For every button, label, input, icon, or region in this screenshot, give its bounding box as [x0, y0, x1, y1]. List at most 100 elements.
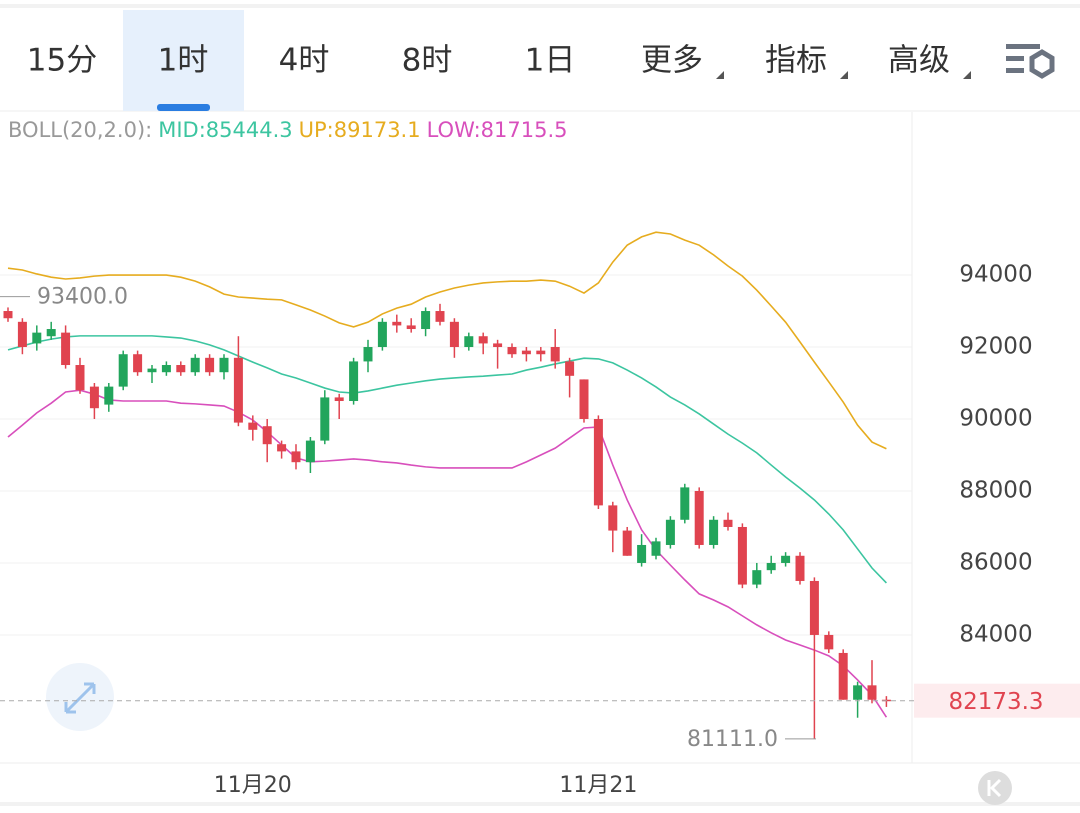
x-tick-label: 11月20	[214, 773, 292, 798]
candle-body	[133, 354, 143, 373]
candle-body	[406, 325, 416, 330]
candle-body	[377, 321, 387, 348]
dropdown-caret	[963, 71, 971, 79]
candle-body	[349, 361, 359, 402]
candle-body	[694, 490, 704, 545]
candle-body	[550, 347, 560, 362]
candle-body	[421, 311, 431, 330]
candle-body	[233, 357, 243, 423]
candle-body	[305, 440, 315, 463]
candle-body	[161, 365, 171, 373]
active-tab-bg	[123, 10, 244, 111]
candle-body	[46, 329, 56, 337]
y-tick-label: 92000	[959, 334, 1032, 360]
candle-body	[795, 555, 805, 581]
candle-body	[593, 419, 603, 506]
scroll-icon	[987, 778, 1002, 798]
candle-body	[651, 541, 661, 556]
candle-body	[176, 365, 186, 373]
candle-body	[464, 336, 474, 348]
scroll-bg	[978, 771, 1012, 805]
y-tick-label: 90000	[959, 406, 1032, 432]
low-label: 81111.0	[687, 727, 778, 752]
candle-body	[363, 347, 373, 362]
dropdown-caret	[840, 71, 848, 79]
candle-body	[17, 321, 27, 348]
candle-body	[622, 530, 632, 556]
tab[interactable]: 1时	[158, 43, 209, 79]
candle-body	[277, 444, 287, 452]
candle-body	[291, 451, 301, 463]
candle-body	[781, 555, 791, 563]
tab[interactable]: 指标	[765, 43, 827, 79]
candle-body	[637, 544, 647, 563]
tab[interactable]: 1日	[525, 43, 576, 79]
expand-button[interactable]	[46, 663, 114, 731]
candle-body	[320, 397, 330, 441]
y-tick-label: 84000	[959, 621, 1032, 647]
candle-body	[219, 357, 229, 373]
icon-bar	[1006, 56, 1024, 61]
candle-body	[680, 487, 690, 520]
candle-body	[665, 519, 675, 545]
boll-line	[7, 231, 887, 450]
tab[interactable]: 4时	[279, 43, 330, 79]
legend-indicator: BOLL(20,2.0):	[8, 118, 152, 142]
candle-body	[521, 350, 531, 355]
candle-body	[565, 361, 575, 376]
candle-body	[435, 311, 445, 322]
candle-body	[853, 685, 863, 700]
tab[interactable]: 更多	[641, 43, 703, 79]
legend-entry: UP:89173.1	[299, 118, 421, 142]
icon-bar	[1006, 68, 1024, 73]
y-tick-label: 86000	[959, 549, 1032, 575]
candle-body	[809, 580, 819, 635]
active-tab-underline	[157, 104, 210, 111]
candle-body	[478, 336, 488, 344]
candle-body	[205, 357, 215, 373]
candle-body	[61, 332, 71, 366]
scroll-latest-button[interactable]	[978, 771, 1012, 805]
candle-body	[89, 386, 99, 409]
y-tick-label: 94000	[959, 262, 1032, 288]
candle-body	[838, 652, 848, 700]
candle-body	[579, 379, 589, 420]
dropdown-caret	[716, 71, 724, 79]
candle-body	[709, 519, 719, 545]
tab[interactable]: 8时	[402, 43, 453, 79]
boll-line	[7, 335, 887, 584]
settings-icon[interactable]	[1006, 44, 1055, 79]
candle-body	[190, 357, 200, 373]
candle-body	[334, 397, 344, 402]
candle-body	[723, 519, 733, 527]
candle-body	[104, 386, 114, 405]
tab[interactable]: 15分	[27, 43, 97, 79]
candle-body	[608, 505, 618, 531]
candle-body	[449, 321, 459, 348]
legend-entry: MID:85444.3	[158, 118, 292, 142]
candle-body	[75, 365, 85, 391]
candle-body	[147, 368, 157, 373]
candle-body	[536, 350, 546, 355]
last-price-box	[914, 683, 1080, 718]
candle-body	[118, 354, 128, 387]
candle-body	[3, 311, 13, 319]
icon-hex	[1029, 49, 1055, 79]
y-tick-label: 88000	[959, 477, 1032, 503]
tab[interactable]: 高级	[888, 43, 950, 79]
high-label: 93400.0	[37, 285, 128, 310]
candle-body	[752, 570, 762, 585]
candle-body	[32, 332, 42, 344]
candle-body	[766, 562, 776, 571]
candle-body	[507, 347, 517, 355]
last-price-label: 82173.3	[948, 689, 1043, 715]
x-tick-label: 11月21	[559, 773, 637, 798]
candle-body	[262, 426, 272, 445]
candle-body	[248, 422, 258, 430]
candle-body	[824, 634, 834, 650]
boll-line	[7, 389, 888, 718]
candle-body	[392, 321, 402, 326]
icon-bar	[1006, 44, 1040, 49]
